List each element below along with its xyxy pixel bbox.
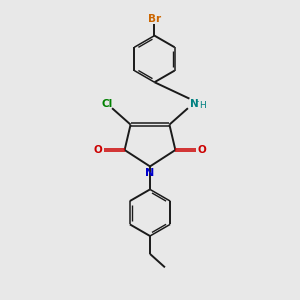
Text: Cl: Cl bbox=[101, 99, 112, 109]
Text: N: N bbox=[190, 99, 199, 109]
Text: ·: · bbox=[196, 96, 200, 109]
Text: H: H bbox=[199, 101, 206, 110]
Text: O: O bbox=[197, 145, 206, 155]
Text: O: O bbox=[94, 145, 103, 155]
Text: N: N bbox=[146, 168, 154, 178]
Text: Br: Br bbox=[148, 14, 161, 24]
